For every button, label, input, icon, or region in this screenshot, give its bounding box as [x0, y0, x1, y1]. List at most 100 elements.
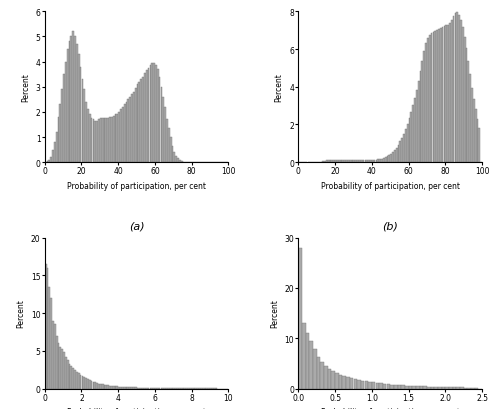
Bar: [137, 85, 139, 163]
Bar: [163, 98, 164, 163]
Bar: [159, 77, 161, 163]
Bar: [321, 362, 324, 389]
Bar: [376, 383, 379, 389]
Bar: [403, 134, 405, 163]
Bar: [416, 386, 419, 389]
Bar: [52, 321, 54, 389]
Bar: [438, 387, 442, 389]
Bar: [321, 162, 322, 163]
Bar: [111, 386, 113, 389]
Bar: [381, 159, 383, 163]
Bar: [164, 108, 166, 163]
Bar: [344, 161, 346, 163]
Bar: [122, 387, 124, 389]
Bar: [350, 378, 353, 389]
Bar: [313, 349, 317, 389]
Bar: [142, 388, 144, 389]
Bar: [413, 106, 414, 163]
Bar: [379, 160, 381, 163]
X-axis label: Probability of participation, per cent: Probability of participation, per cent: [67, 407, 206, 409]
Bar: [80, 375, 82, 389]
Bar: [471, 388, 475, 389]
Bar: [298, 248, 302, 389]
Bar: [409, 386, 412, 389]
Bar: [355, 161, 357, 163]
Bar: [54, 143, 56, 163]
Bar: [387, 157, 388, 163]
Bar: [449, 387, 453, 389]
Bar: [477, 119, 479, 163]
Bar: [471, 88, 473, 163]
Bar: [102, 119, 103, 163]
Bar: [155, 388, 157, 389]
Bar: [392, 153, 394, 163]
Bar: [74, 370, 76, 389]
Bar: [54, 325, 56, 389]
Bar: [453, 387, 456, 389]
Bar: [102, 384, 103, 389]
Bar: [342, 161, 344, 163]
Bar: [107, 386, 109, 389]
Bar: [111, 118, 113, 163]
Bar: [152, 64, 153, 163]
Bar: [124, 105, 126, 163]
Bar: [361, 381, 364, 389]
Y-axis label: Percent: Percent: [275, 73, 284, 102]
Bar: [92, 382, 94, 389]
Bar: [118, 387, 120, 389]
Bar: [317, 357, 321, 389]
Bar: [83, 90, 85, 163]
Bar: [467, 62, 469, 163]
Bar: [456, 13, 458, 163]
Bar: [118, 112, 120, 163]
Bar: [131, 95, 133, 163]
Bar: [409, 119, 411, 163]
Bar: [168, 129, 169, 163]
Bar: [464, 38, 466, 163]
Bar: [116, 115, 118, 163]
Bar: [94, 382, 96, 389]
Bar: [432, 33, 434, 163]
Bar: [468, 388, 471, 389]
Bar: [379, 384, 383, 389]
Bar: [400, 142, 401, 163]
Bar: [346, 161, 348, 163]
Bar: [335, 373, 338, 389]
Bar: [331, 371, 335, 389]
Bar: [82, 80, 83, 163]
Y-axis label: Percent: Percent: [270, 299, 279, 328]
Bar: [306, 333, 309, 389]
Bar: [383, 159, 385, 163]
Bar: [337, 161, 339, 163]
Bar: [155, 66, 157, 163]
Bar: [340, 161, 342, 163]
Bar: [475, 388, 478, 389]
Bar: [398, 145, 400, 163]
Bar: [113, 117, 114, 163]
Bar: [427, 38, 429, 163]
Bar: [181, 162, 182, 163]
Bar: [376, 160, 377, 163]
Bar: [161, 88, 163, 163]
Bar: [153, 64, 155, 163]
Bar: [310, 341, 313, 389]
Bar: [364, 161, 366, 163]
Bar: [359, 161, 361, 163]
Bar: [48, 287, 50, 389]
Bar: [449, 24, 451, 163]
Bar: [67, 360, 69, 389]
Bar: [82, 376, 83, 389]
Bar: [179, 161, 181, 163]
Bar: [45, 264, 47, 389]
Bar: [148, 69, 150, 163]
Bar: [74, 37, 76, 163]
Bar: [103, 119, 105, 163]
Bar: [137, 388, 139, 389]
Bar: [76, 372, 78, 389]
Bar: [182, 162, 184, 163]
Bar: [427, 387, 430, 389]
Bar: [364, 382, 368, 389]
Bar: [144, 74, 146, 163]
Bar: [157, 388, 159, 389]
Bar: [396, 148, 398, 163]
